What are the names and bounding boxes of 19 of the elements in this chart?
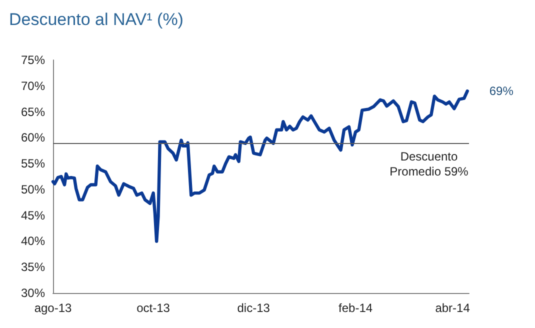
y-tick-label: 70% (20, 78, 46, 93)
data-label: 69% (489, 84, 514, 98)
x-tick-label: dic-13 (237, 301, 270, 315)
y-tick-label: 55% (20, 156, 46, 171)
x-tick-label: oct-13 (136, 301, 170, 315)
y-tick-label: 35% (20, 260, 46, 274)
x-tick-label: abr-14 (435, 301, 470, 315)
ref-line-label: Descuento Promedio 59% (390, 149, 469, 178)
y-tick-label: 50% (20, 182, 46, 196)
line-series (51, 89, 469, 243)
y-tick-label: 40% (20, 234, 46, 248)
y-tick-label: 65% (20, 104, 46, 119)
y-tick-label: 60% (20, 130, 46, 145)
x-tick-label: ago-13 (34, 301, 72, 315)
chart-title: Descuento al NAV¹ (%) (9, 10, 184, 29)
y-tick-label: 30% (20, 286, 46, 300)
x-tick-label: feb-14 (338, 301, 373, 315)
y-tick-label: 75% (20, 53, 46, 67)
y-tick-label: 45% (20, 208, 46, 222)
